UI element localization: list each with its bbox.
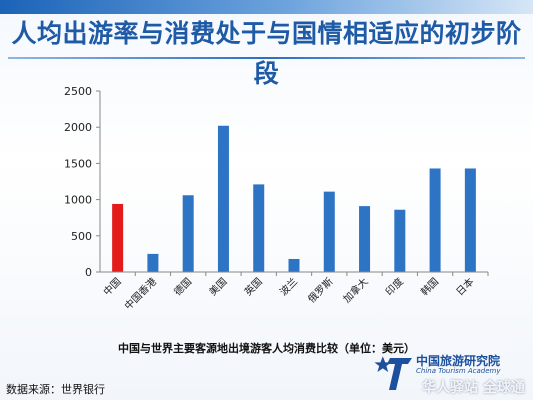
brand-name-en: China Tourism Academy: [416, 367, 501, 375]
bar: [182, 195, 194, 272]
bar: [217, 125, 229, 272]
x-category-label: 俄罗斯: [305, 275, 335, 305]
x-axis: 中国 中国香港 德国 美国 英国 波兰 俄罗斯 加拿大 印度 韩国 日本: [100, 271, 489, 312]
x-category-label: 英国: [242, 275, 265, 298]
bar: [464, 168, 476, 272]
x-category-label: 加拿大: [340, 275, 370, 305]
y-tick-label: 500: [71, 230, 92, 243]
watermark: 华人驿站 全球通: [422, 380, 525, 396]
y-tick-label: 0: [85, 266, 92, 279]
brand-name: 中国旅游研究院: [416, 354, 501, 368]
academy-logo-icon: [374, 356, 412, 390]
bar: [147, 253, 159, 272]
bar: [253, 184, 265, 272]
x-category-label: 美国: [206, 275, 229, 298]
y-tick-label: 1000: [64, 194, 92, 207]
bar: [394, 209, 406, 272]
x-category-label: 日本: [453, 275, 476, 298]
x-category-label: 印度: [383, 275, 406, 298]
top-banner: [0, 0, 533, 14]
x-category-label: 中国香港: [122, 275, 159, 312]
y-tick-label: 2500: [64, 85, 92, 98]
x-category-label: 德国: [171, 275, 194, 298]
x-category-label: 中国: [100, 275, 123, 298]
y-axis: 0 500 1000 1500 2000 2500: [64, 85, 101, 279]
y-tick-label: 1500: [64, 157, 92, 170]
data-source-note: 数据来源：世界银行: [6, 383, 105, 396]
bar: [429, 168, 441, 272]
page-title: 人均出游率与消费处于与国情相适应的初步阶段: [11, 19, 522, 88]
bar: [112, 203, 124, 272]
bar: [323, 191, 335, 272]
bar: [288, 258, 300, 272]
title-divider: [8, 57, 525, 59]
x-category-label: 波兰: [277, 275, 300, 298]
bar-series: [112, 125, 476, 272]
x-category-label: 韩国: [418, 275, 441, 298]
chart-caption: 中国与世界主要客源地出境游客人均消费比较（单位：美元）: [118, 342, 415, 355]
y-tick-label: 2000: [64, 121, 92, 134]
brand-block: 中国旅游研究院 China Tourism Academy: [372, 352, 532, 400]
bar: [359, 206, 371, 272]
